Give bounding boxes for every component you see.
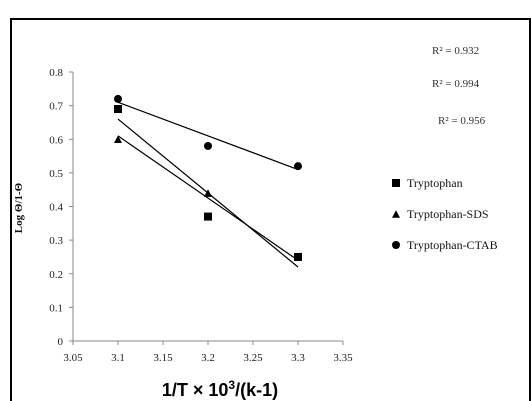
data-point-tryptophan-sds xyxy=(204,189,212,197)
legend-label: Tryptophan-SDS xyxy=(407,207,489,221)
r-squared-label: R² = 0.956 xyxy=(438,115,486,127)
data-point-tryptophan-ctab xyxy=(294,162,302,171)
data-point-tryptophan-sds xyxy=(294,253,302,261)
legend-label: Tryptophan xyxy=(407,176,463,190)
y-tick-label: 0.7 xyxy=(49,101,63,113)
x-tick-label: 3.05 xyxy=(63,352,83,364)
y-tick-label: 0.4 xyxy=(49,202,63,214)
x-tick-label: 3.15 xyxy=(153,352,173,364)
data-point-tryptophan xyxy=(114,104,122,113)
x-tick-label: 3.3 xyxy=(291,352,305,364)
trendline-tryptophan-sds xyxy=(117,135,299,261)
data-points xyxy=(114,94,302,261)
legend: Tryptophan Tryptophan-SDS Tryptophan-CTAB xyxy=(392,176,498,252)
legend-marker xyxy=(392,241,400,249)
r-squared-label: R² = 0.994 xyxy=(432,78,480,90)
y-tick-label: 0.1 xyxy=(49,302,63,314)
chart-border xyxy=(10,18,531,401)
y-tick-label: 0.2 xyxy=(49,269,63,281)
y-tick-label: 0.3 xyxy=(49,235,63,247)
x-axis-label-unit: /(k-1) xyxy=(235,380,278,400)
legend-marker xyxy=(392,179,400,187)
x-tick-label: 3.35 xyxy=(333,352,353,364)
y-ticks: 0 0.1 0.2 0.3 0.4 0.5 0.6 0.7 0.8 xyxy=(49,67,73,348)
legend-marker xyxy=(392,210,400,218)
r2-labels: R² = 0.932 R² = 0.994 R² = 0.956 xyxy=(432,45,486,127)
y-tick-label: 0.8 xyxy=(49,67,63,79)
x-tick-label: 3.2 xyxy=(201,352,215,364)
data-point-tryptophan-sds xyxy=(114,135,122,144)
x-tick-label: 3.25 xyxy=(243,352,263,364)
legend-label: Tryptophan-CTAB xyxy=(407,238,498,252)
y-tick-label: 0 xyxy=(58,336,64,348)
data-point-tryptophan-ctab xyxy=(204,141,212,150)
x-axis-label: 1/T × 103/(k-1) xyxy=(162,378,278,400)
data-point-tryptophan-ctab xyxy=(114,94,122,103)
x-axis-label-superscript: 3 xyxy=(228,378,235,392)
x-axis-label-main: 1/T × 10 xyxy=(162,380,229,400)
y-tick-label: 0.6 xyxy=(49,134,63,146)
data-point-tryptophan xyxy=(204,212,212,221)
trendline-tryptophan-ctab xyxy=(117,101,299,171)
x-tick-label: 3.1 xyxy=(111,352,125,364)
r-squared-label: R² = 0.932 xyxy=(432,45,479,57)
y-axis-label: Log Θ/1-Θ xyxy=(13,182,25,233)
x-ticks: 3.05 3.1 3.15 3.2 3.25 3.3 3.35 xyxy=(63,341,353,364)
y-tick-label: 0.5 xyxy=(49,168,63,180)
